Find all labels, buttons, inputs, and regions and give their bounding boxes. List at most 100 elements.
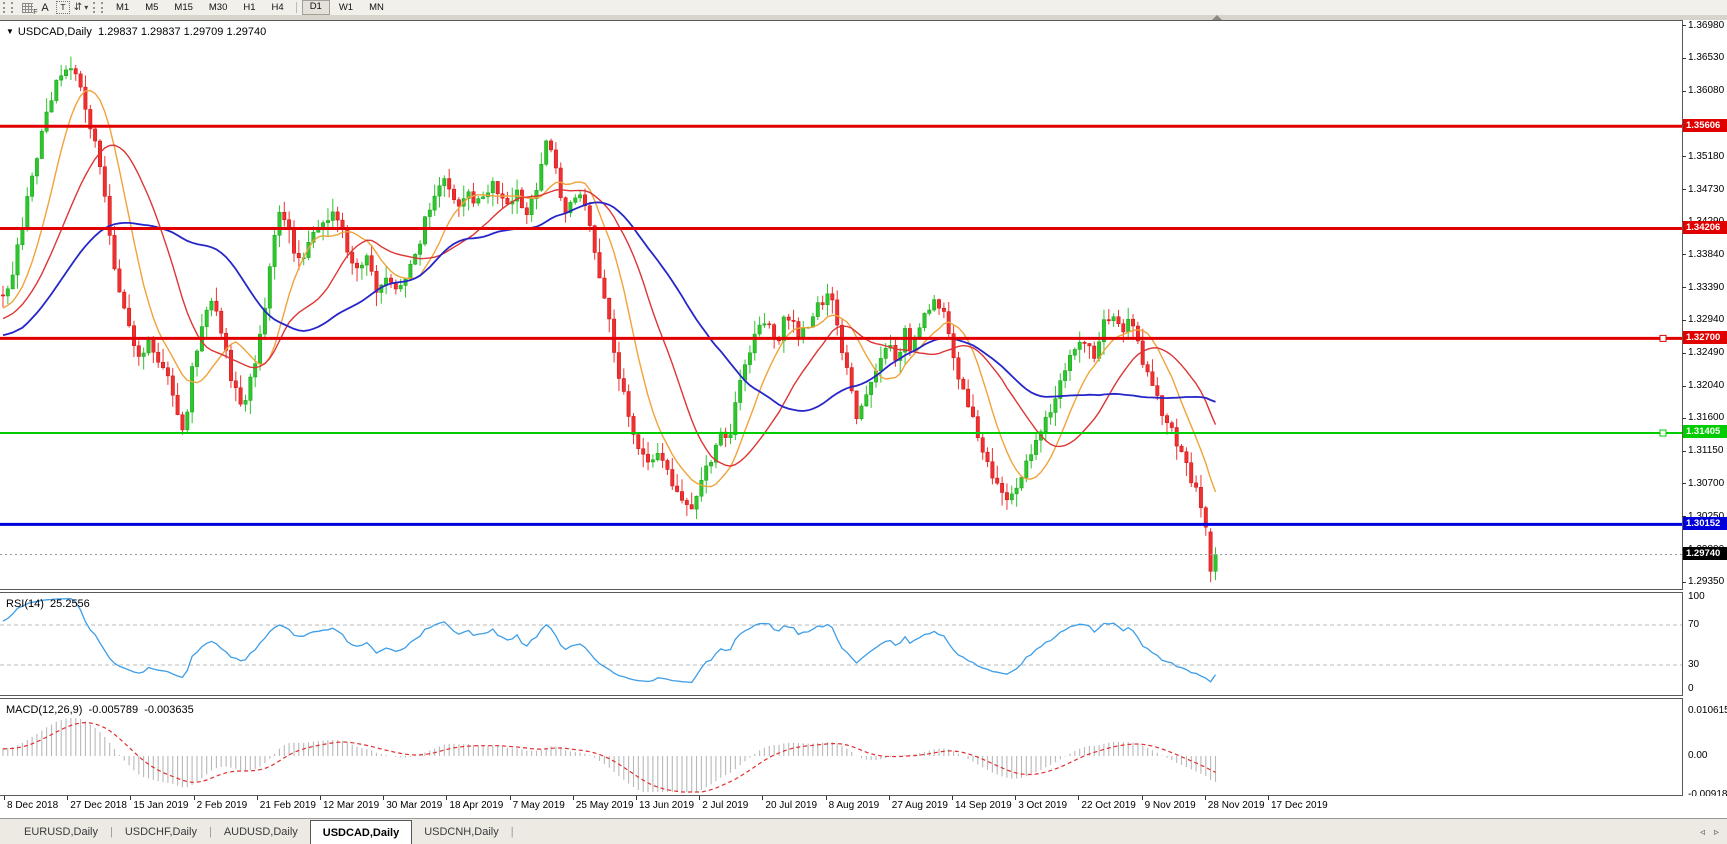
price-tick-mark bbox=[1682, 156, 1686, 158]
date-tick-mark bbox=[320, 796, 321, 800]
date-tick-label: 22 Oct 2019 bbox=[1081, 800, 1136, 811]
timeframe-toolbar-grip[interactable] bbox=[93, 2, 103, 13]
price-tick-label: 1.32940 bbox=[1688, 314, 1725, 326]
price-tick-label: 1.36080 bbox=[1688, 85, 1725, 97]
date-tick-mark bbox=[888, 796, 890, 800]
date-tick-mark bbox=[1141, 796, 1143, 800]
date-axis[interactable]: 8 Dec 2018 27 Dec 2018 15 Jan 2019 2 Feb 20… bbox=[0, 796, 1727, 818]
price-tick-label: 1.32040 bbox=[1688, 380, 1725, 392]
date-tick-label: 7 May 2019 bbox=[512, 800, 565, 811]
tab-separator: | bbox=[208, 826, 212, 838]
price-tick-mark bbox=[1682, 189, 1686, 191]
chart-symbol-label: USDCAD,Daily bbox=[17, 26, 92, 38]
date-tick-label: 25 May 2019 bbox=[575, 800, 634, 811]
timeframe-button-h1[interactable]: H1 bbox=[243, 2, 256, 13]
timeframe-button-h4[interactable]: H4 bbox=[271, 2, 284, 13]
price-tick-label: 1.36980 bbox=[1688, 19, 1725, 31]
price-tick-mark bbox=[1682, 352, 1686, 354]
date-tick-label: 2 Feb 2019 bbox=[196, 800, 248, 811]
price-tick-label: 1.33390 bbox=[1688, 281, 1725, 293]
chart-tab-usdcnh[interactable]: USDCNH,Daily bbox=[424, 826, 499, 838]
timeframe-button-m5[interactable]: M5 bbox=[145, 2, 159, 13]
arrows-tool-button[interactable]: ⇵ ▾ bbox=[72, 1, 90, 14]
date-tick-label: 2 Jul 2019 bbox=[702, 800, 749, 811]
rsi-name-label: RSI(14) bbox=[6, 598, 44, 610]
hline-price-tag: 1.34206 bbox=[1683, 221, 1727, 234]
date-tick-label: 27 Dec 2018 bbox=[70, 800, 127, 811]
date-tick-label: 12 Mar 2019 bbox=[323, 800, 380, 811]
date-tick-mark bbox=[193, 796, 195, 800]
arrows-tool-icon: ⇵ bbox=[73, 2, 83, 13]
price-axis[interactable]: 1.369801.365301.360801.356301.351801.347… bbox=[1682, 19, 1727, 800]
price-tick-mark bbox=[1682, 319, 1686, 321]
date-tick-label: 15 Jan 2019 bbox=[133, 800, 189, 811]
price-tick-label: 1.31150 bbox=[1688, 445, 1724, 457]
chart-tab-usdcad[interactable]: USDCAD,Daily bbox=[309, 820, 413, 844]
timeframe-button-mn[interactable]: MN bbox=[369, 2, 384, 13]
timeframe-button-m1[interactable]: M1 bbox=[116, 2, 130, 13]
macd-indicator-pane[interactable]: MACD(12,26,9) -0.005789 -0.003635 bbox=[0, 698, 1683, 796]
price-tick-label: 1.36530 bbox=[1688, 52, 1725, 64]
macd-signal-value-label: -0.003635 bbox=[144, 704, 194, 716]
date-tick-label: 8 Aug 2019 bbox=[828, 800, 880, 811]
price-tick-label: 1.33840 bbox=[1688, 248, 1725, 260]
price-tick-mark bbox=[1682, 516, 1686, 518]
macd-header: MACD(12,26,9) -0.005789 -0.003635 bbox=[6, 704, 194, 716]
dropdown-caret-icon: ▾ bbox=[84, 3, 89, 12]
price-tick-mark bbox=[1682, 57, 1686, 59]
templates-grid-icon[interactable]: F bbox=[18, 1, 38, 16]
timeframe-button-w1[interactable]: W1 bbox=[338, 2, 354, 13]
price-tick-mark bbox=[1682, 25, 1686, 26]
price-tick-mark bbox=[1682, 287, 1686, 289]
date-tick-mark bbox=[383, 796, 385, 800]
price-tick-mark bbox=[1682, 417, 1686, 419]
chart-shift-marker-icon[interactable] bbox=[1212, 15, 1222, 20]
date-tick-mark bbox=[1015, 796, 1017, 800]
chart-tab-eurusd[interactable]: EURUSD,Daily bbox=[24, 826, 98, 838]
timeframe-button-d1[interactable]: D1 bbox=[301, 0, 330, 15]
date-tick-label: 30 Mar 2019 bbox=[386, 800, 443, 811]
ma-slow-line bbox=[2, 201, 1216, 412]
price-tick-mark bbox=[1682, 581, 1686, 583]
horizontal-line-1.31405[interactable] bbox=[0, 429, 1682, 437]
price-tick-label: 1.35180 bbox=[1688, 150, 1725, 162]
rsi-tick-label: 70 bbox=[1688, 619, 1700, 630]
timeframe-button-m30[interactable]: M30 bbox=[208, 2, 228, 13]
date-tick-label: 17 Dec 2019 bbox=[1271, 800, 1328, 811]
date-tick-mark bbox=[256, 796, 258, 800]
tab-separator: | bbox=[510, 826, 514, 838]
tab-scroll-left-icon[interactable]: ◃ bbox=[1699, 826, 1705, 838]
date-tick-label: 18 Apr 2019 bbox=[449, 800, 504, 811]
price-chart-pane[interactable]: ▼ USDCAD,Daily 1.29837 1.29837 1.29709 1.… bbox=[0, 20, 1683, 590]
text-label-button[interactable]: A bbox=[41, 1, 49, 14]
chart-tab-usdchf[interactable]: USDCHF,Daily bbox=[124, 826, 197, 838]
chart-tab-bar: EURUSD,Daily | USDCHF,Daily | AUDUSD,Daily US… bbox=[0, 818, 1727, 844]
toolbar: F A T ⇵ ▾ M1 M5 M15 M30 H1 H4 D1 W1 MN bbox=[0, 0, 1727, 16]
tab-bar-spacer bbox=[0, 819, 12, 844]
date-tick-label: 9 Nov 2019 bbox=[1144, 800, 1196, 811]
toolbar-grip[interactable] bbox=[3, 2, 13, 13]
rsi-indicator-pane[interactable]: RSI(14) 25.2556 bbox=[0, 592, 1683, 696]
ma-fast-line bbox=[2, 89, 1217, 493]
price-tick-label: 1.34730 bbox=[1688, 183, 1725, 195]
rsi-tick-label: 30 bbox=[1688, 659, 1700, 670]
hline-price-tag: 1.32700 bbox=[1683, 330, 1727, 344]
date-tick-mark bbox=[67, 796, 69, 800]
date-tick-mark bbox=[762, 796, 764, 800]
tab-scroll-right-icon[interactable]: ▹ bbox=[1713, 826, 1719, 838]
date-tick-mark bbox=[4, 796, 5, 800]
ma-mid-line bbox=[2, 144, 1217, 467]
collapse-triangle-icon[interactable]: ▼ bbox=[6, 27, 14, 36]
date-tick-label: 28 Nov 2019 bbox=[1207, 800, 1265, 811]
chart-tab-audusd[interactable]: AUDUSD,Daily bbox=[223, 826, 298, 838]
rsi-header: RSI(14) 25.2556 bbox=[6, 598, 90, 610]
date-tick-mark bbox=[952, 796, 953, 800]
text-box-button[interactable]: T bbox=[54, 1, 72, 14]
horizontal-line-1.32700[interactable] bbox=[0, 334, 1682, 342]
price-chart-canvas[interactable] bbox=[0, 21, 1682, 589]
timeframe-button-m15[interactable]: M15 bbox=[174, 2, 193, 13]
price-tick-label: 1.30700 bbox=[1688, 477, 1725, 489]
macd-tick-label: 0.00 bbox=[1688, 750, 1708, 761]
date-tick-label: 13 Jun 2019 bbox=[639, 800, 695, 811]
